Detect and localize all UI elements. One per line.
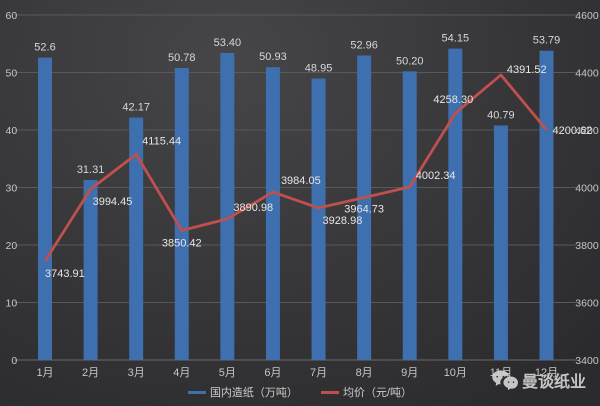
- svg-text:50.78: 50.78: [168, 52, 196, 64]
- svg-text:3994.45: 3994.45: [93, 196, 133, 208]
- svg-text:50.93: 50.93: [259, 51, 287, 63]
- svg-text:10月: 10月: [444, 367, 467, 379]
- svg-text:2月: 2月: [82, 367, 99, 379]
- svg-text:8月: 8月: [356, 367, 373, 379]
- svg-text:3743.91: 3743.91: [45, 268, 85, 280]
- svg-text:52.96: 52.96: [350, 39, 378, 51]
- svg-text:7月: 7月: [310, 367, 327, 379]
- svg-text:3928.98: 3928.98: [323, 215, 363, 227]
- svg-text:3964.73: 3964.73: [344, 204, 384, 216]
- svg-text:40.79: 40.79: [487, 109, 515, 121]
- svg-text:54.15: 54.15: [442, 33, 470, 45]
- svg-text:20: 20: [6, 240, 18, 252]
- svg-text:6月: 6月: [264, 367, 281, 379]
- svg-text:4月: 4月: [173, 367, 190, 379]
- svg-text:53.79: 53.79: [533, 35, 561, 47]
- svg-text:0: 0: [11, 355, 17, 367]
- svg-text:3800: 3800: [575, 240, 599, 252]
- svg-text:4391.52: 4391.52: [507, 64, 547, 76]
- svg-text:53.40: 53.40: [214, 37, 242, 49]
- svg-text:3890.98: 3890.98: [233, 202, 273, 214]
- svg-text:42.17: 42.17: [122, 102, 150, 114]
- svg-text:3月: 3月: [128, 367, 145, 379]
- svg-text:40: 40: [6, 125, 18, 137]
- svg-text:1月: 1月: [36, 367, 53, 379]
- svg-text:31.31: 31.31: [77, 164, 105, 176]
- svg-text:9月: 9月: [401, 367, 418, 379]
- svg-text:4115.44: 4115.44: [142, 135, 181, 147]
- svg-text:50.20: 50.20: [396, 55, 424, 67]
- svg-text:4258.30: 4258.30: [433, 94, 473, 106]
- svg-text:30: 30: [6, 183, 18, 195]
- svg-text:60: 60: [6, 10, 18, 22]
- svg-text:5月: 5月: [219, 367, 236, 379]
- svg-text:48.95: 48.95: [305, 63, 333, 75]
- svg-text:4200.62: 4200.62: [553, 125, 593, 137]
- svg-text:4400: 4400: [575, 68, 599, 80]
- svg-text:3400: 3400: [575, 355, 599, 367]
- svg-text:3984.05: 3984.05: [281, 175, 321, 187]
- svg-text:4600: 4600: [575, 10, 599, 22]
- svg-text:4002.34: 4002.34: [416, 170, 456, 182]
- svg-text:52.6: 52.6: [34, 42, 55, 54]
- svg-text:3600: 3600: [575, 298, 599, 310]
- svg-text:4000: 4000: [575, 183, 599, 195]
- svg-text:10: 10: [6, 298, 18, 310]
- svg-text:50: 50: [6, 68, 18, 80]
- svg-text:3850.42: 3850.42: [162, 238, 202, 250]
